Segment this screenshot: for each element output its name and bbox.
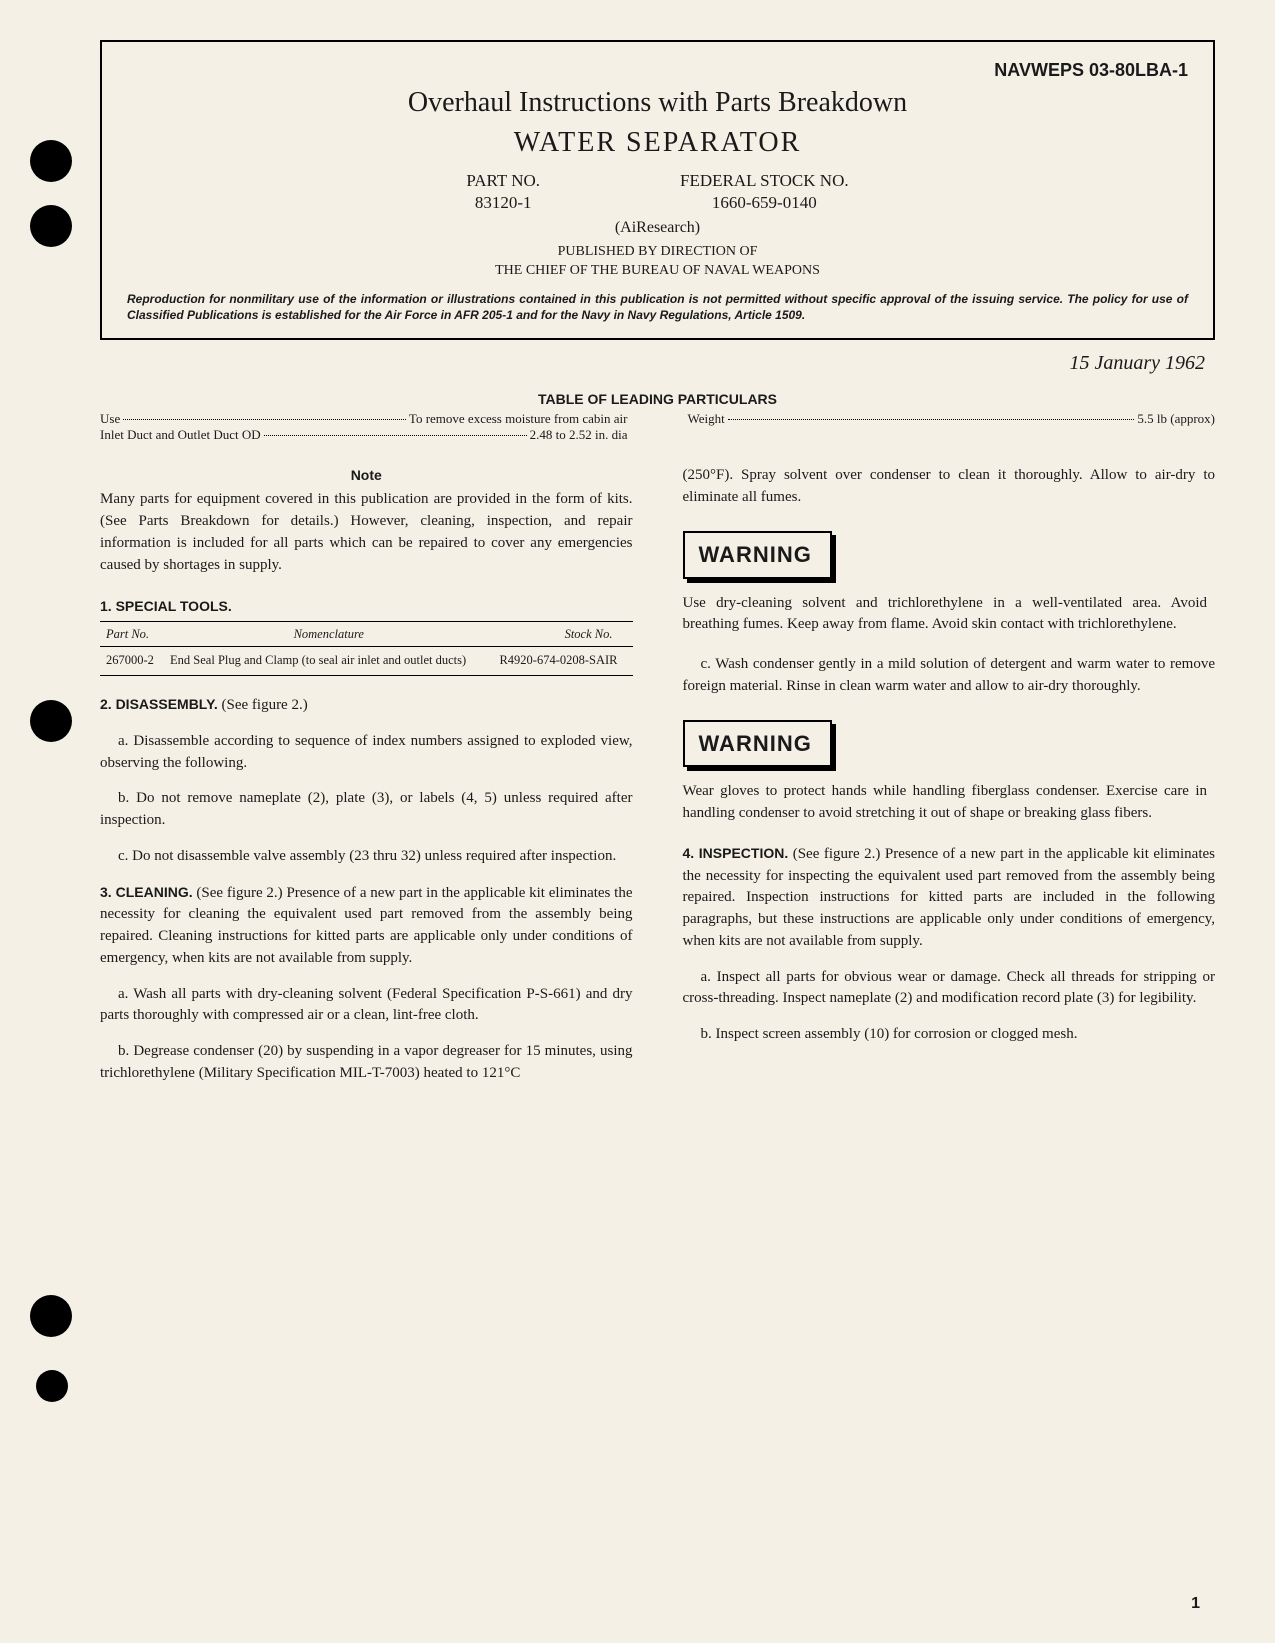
section-3: 3. CLEANING. (See figure 2.) Presence of… xyxy=(100,882,633,970)
part-no-label: PART NO. xyxy=(466,171,540,191)
warning-2-text: Wear gloves to protect hands while handl… xyxy=(683,781,1216,825)
tools-h3: Stock No. xyxy=(493,621,632,646)
section-3-head: 3. CLEANING. xyxy=(100,884,193,900)
note-body: Many parts for equipment covered in this… xyxy=(100,489,633,576)
use-value: To remove excess moisture from cabin air xyxy=(409,411,628,427)
para-2a: a. Disassemble according to sequence of … xyxy=(100,731,633,775)
weight-label: Weight xyxy=(688,411,725,427)
manufacturer: (AiResearch) xyxy=(127,219,1188,237)
para-4a: a. Inspect all parts for obvious wear or… xyxy=(683,967,1216,1011)
section-4-ref: (See figure 2.) xyxy=(788,846,885,862)
main-title: Overhaul Instructions with Parts Breakdo… xyxy=(127,87,1188,119)
page-number: 1 xyxy=(1191,1595,1200,1613)
tools-h2: Nomenclature xyxy=(164,621,493,646)
tool-nomenclature: End Seal Plug and Clamp (to seal air inl… xyxy=(164,646,493,675)
section-4-intro: Presence of a new part in the applicable… xyxy=(683,846,1216,949)
warning-1-text: Use dry-cleaning solvent and trichloreth… xyxy=(683,593,1216,637)
part-no-value: 83120-1 xyxy=(466,193,540,213)
published-line1: PUBLISHED BY DIRECTION OF xyxy=(558,244,758,259)
particulars-title: TABLE OF LEADING PARTICULARS xyxy=(100,391,1215,407)
use-label: Use xyxy=(100,411,120,427)
reproduction-note: Reproduction for nonmilitary use of the … xyxy=(127,291,1188,323)
punch-hole xyxy=(30,140,72,182)
section-2-head: 2. DISASSEMBLY. xyxy=(100,696,218,712)
section-2: 2. DISASSEMBLY. (See figure 2.) xyxy=(100,694,633,717)
header-box: NAVWEPS 03-80LBA-1 Overhaul Instructions… xyxy=(100,40,1215,340)
punch-hole xyxy=(36,1370,68,1402)
doc-code: NAVWEPS 03-80LBA-1 xyxy=(127,60,1188,81)
tool-partno: 267000-2 xyxy=(100,646,164,675)
published-line2: THE CHIEF OF THE BUREAU OF NAVAL WEAPONS xyxy=(495,263,820,278)
sub-title: WATER SEPARATOR xyxy=(127,127,1188,159)
punch-hole xyxy=(30,1295,72,1337)
body-columns: Note Many parts for equipment covered in… xyxy=(100,465,1215,1084)
section-3-ref: (See figure 2.) xyxy=(193,885,287,901)
document-date: 15 January 1962 xyxy=(100,352,1215,375)
punch-hole xyxy=(30,205,72,247)
para-3b: b. Degrease condenser (20) by suspending… xyxy=(100,1041,633,1085)
section-4-head: 4. INSPECTION. xyxy=(683,845,789,861)
left-column: Note Many parts for equipment covered in… xyxy=(100,465,633,1084)
particulars-block: Use To remove excess moisture from cabin… xyxy=(100,411,1215,443)
para-4b: b. Inspect screen assembly (10) for corr… xyxy=(683,1024,1216,1046)
table-row: 267000-2 End Seal Plug and Clamp (to sea… xyxy=(100,646,633,675)
section-2-ref: (See figure 2.) xyxy=(218,697,308,713)
section-1-head: 1. SPECIAL TOOLS. xyxy=(100,596,633,616)
punch-hole xyxy=(30,700,72,742)
published-by: PUBLISHED BY DIRECTION OF THE CHIEF OF T… xyxy=(127,243,1188,281)
duct-label: Inlet Duct and Outlet Duct OD xyxy=(100,427,261,443)
weight-value: 5.5 lb (approx) xyxy=(1137,411,1215,427)
right-column: (250°F). Spray solvent over condenser to… xyxy=(683,465,1216,1084)
tool-stockno: R4920-674-0208-SAIR xyxy=(493,646,632,675)
para-3a: a. Wash all parts with dry-cleaning solv… xyxy=(100,984,633,1028)
para-3b-cont: (250°F). Spray solvent over condenser to… xyxy=(683,465,1216,509)
section-4: 4. INSPECTION. (See figure 2.) Presence … xyxy=(683,843,1216,953)
tools-table: Part No. Nomenclature Stock No. 267000-2… xyxy=(100,621,633,676)
para-2b: b. Do not remove nameplate (2), plate (3… xyxy=(100,788,633,832)
para-2c: c. Do not disassemble valve assembly (23… xyxy=(100,846,633,868)
warning-box-1: WARNING xyxy=(683,531,832,579)
stock-no-label: FEDERAL STOCK NO. xyxy=(680,171,849,191)
duct-value: 2.48 to 2.52 in. dia xyxy=(530,427,628,443)
tools-h1: Part No. xyxy=(100,621,164,646)
para-3c: c. Wash condenser gently in a mild solut… xyxy=(683,654,1216,698)
note-heading: Note xyxy=(100,465,633,485)
part-row: PART NO. 83120-1 FEDERAL STOCK NO. 1660-… xyxy=(127,171,1188,213)
warning-box-2: WARNING xyxy=(683,720,832,768)
stock-no-value: 1660-659-0140 xyxy=(680,193,849,213)
